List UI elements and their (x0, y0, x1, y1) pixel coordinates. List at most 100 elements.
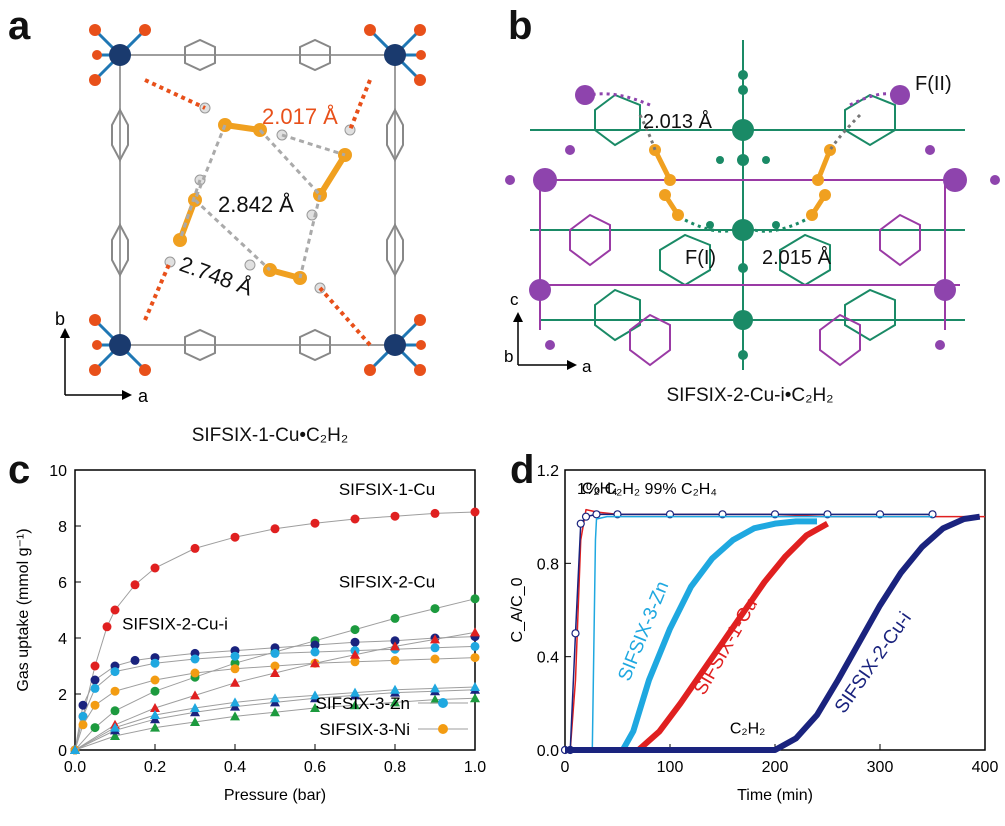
b-axis-a: a (582, 357, 592, 376)
b-axis-b: b (504, 347, 513, 366)
data-point-c (390, 655, 400, 665)
data-point-c (470, 627, 480, 637)
data-point-c (150, 722, 160, 732)
data-point-c (430, 654, 440, 664)
data-point-c (350, 514, 360, 524)
a-axis-b: b (55, 309, 65, 329)
data-point-c (430, 508, 440, 518)
x-tick-label-c: 1.0 (464, 759, 486, 776)
y-tick-label-c: 8 (58, 519, 67, 536)
data-point-c (110, 722, 120, 732)
data-point-c (430, 643, 440, 653)
panel-b-caption: SIFSIX-2-Cu-i•C₂H₂ (666, 385, 834, 406)
data-point-c (230, 664, 240, 674)
data-point-c (230, 677, 240, 687)
x-tick-label-c: 0.4 (224, 759, 246, 776)
data-point-c (390, 511, 400, 521)
y-tick-label-d: 0.4 (537, 650, 559, 667)
data-point-c (390, 641, 400, 651)
curve-label-d: SIFSIX-3-Zn (614, 578, 673, 684)
a-distance-3: 2.748 Å (176, 251, 256, 301)
data-point-c (350, 649, 360, 659)
data-point-c (390, 697, 400, 707)
data-point-c (190, 703, 200, 712)
breakthrough-curve-d (565, 513, 933, 751)
b-distance-1: 2.013 Å (643, 110, 713, 133)
y-tick-label-c: 10 (49, 463, 67, 480)
y-tick-label-d: 0.0 (537, 743, 559, 760)
legend-label-c: SIFSIX-3-Zn (316, 694, 410, 713)
x-tick-label-c: 0.8 (384, 759, 406, 776)
data-point-c (70, 745, 80, 754)
y-tick-label-c: 6 (58, 575, 67, 592)
data-point-c (150, 686, 160, 696)
data-point-c (102, 622, 112, 632)
data-point-d (571, 629, 580, 638)
data-point-c (350, 625, 360, 635)
legend-marker-c (438, 724, 448, 734)
data-point-c (90, 723, 100, 733)
data-point-c (310, 658, 320, 668)
series-annotation-c: SIFSIX-2-Cu (339, 573, 435, 592)
x-tick-label-d: 300 (867, 759, 894, 776)
data-point-c (230, 651, 240, 661)
data-point-d (576, 519, 585, 528)
structure-a-image: 2.017 Å 2.842 Å 2.748 Å b a (55, 24, 426, 406)
data-point-c (110, 667, 120, 677)
structure-b-image: 2.013 Å 2.015 Å F(II) F(I) c b a (504, 40, 1000, 376)
panel-letter-c: c (8, 448, 31, 492)
data-point-c (310, 518, 320, 528)
b-distance-2: 2.015 Å (762, 246, 832, 269)
annotation-c2h2-d: C₂H₂ (730, 721, 766, 738)
y-tick-label-c: 2 (58, 687, 67, 704)
data-point-c (130, 655, 140, 665)
data-point-c (470, 682, 480, 691)
breakthrough-curve-d (565, 518, 817, 753)
data-point-c (270, 707, 280, 717)
panel-letter-a: a (8, 4, 31, 48)
chart-c: 0.0 0.2 0.4 0.6 0.8 1.0 0 2 4 6 8 10 Pressure (bar) G… (15, 463, 486, 804)
panel-d: d 0 100 200 300 400 0.0 0.4 0.8 1.2 Time (min) C_A… (500, 448, 1005, 826)
breakthrough-curve-d (565, 513, 981, 753)
panel-letter-b: b (508, 4, 533, 48)
series-annotation-c: SIFSIX-1-Cu (339, 480, 435, 499)
data-point-c (130, 580, 140, 590)
a-distance-1: 2.017 Å (262, 104, 338, 129)
data-point-c (310, 690, 320, 700)
x-tick-label-c: 0.0 (64, 759, 86, 776)
data-point-c (110, 706, 120, 716)
data-point-c (78, 700, 88, 710)
legend-marker-c (438, 698, 448, 708)
y-tick-label-d: 0.8 (537, 556, 559, 573)
breakthrough-curve-d (565, 521, 829, 753)
data-point-c (110, 731, 120, 740)
data-point-c (270, 524, 280, 534)
chart-d: 0 100 200 300 400 0.0 0.4 0.8 1.2 Time (min) C_A/C… (509, 463, 999, 804)
data-point-c (350, 637, 360, 647)
data-point-c (190, 717, 200, 726)
data-point-c (470, 693, 480, 703)
series-annotation-c: SIFSIX-2-Cu-i (122, 615, 228, 634)
data-point-c (470, 507, 480, 517)
panel-b: b (500, 0, 1005, 450)
data-point-c (390, 613, 400, 623)
x-tick-label-c: 0.2 (144, 759, 166, 776)
data-point-c (310, 647, 320, 657)
x-tick-label-d: 100 (657, 759, 684, 776)
data-point-c (150, 675, 160, 685)
x-tick-label-d: 400 (972, 759, 999, 776)
data-point-c (230, 711, 240, 721)
y-axis-label-d: C_A/C_0 (509, 577, 526, 642)
data-point-c (150, 563, 160, 573)
chart-title-d: 1% C₂H₂ 99% C₂H₄ (577, 481, 717, 498)
panel-a-caption: SIFSIX-1-Cu•C₂H₂ (191, 425, 349, 446)
plot-frame-c (74, 469, 476, 751)
data-point-c (230, 697, 240, 707)
data-point-c (470, 653, 480, 663)
breakthrough-curve-d (565, 515, 933, 751)
y-tick-label-c: 0 (58, 743, 67, 760)
curve-label-d: SIFSIX-1-Cu (690, 595, 762, 699)
data-point-c (110, 605, 120, 615)
data-point-c (150, 703, 160, 712)
data-point-c (470, 641, 480, 651)
